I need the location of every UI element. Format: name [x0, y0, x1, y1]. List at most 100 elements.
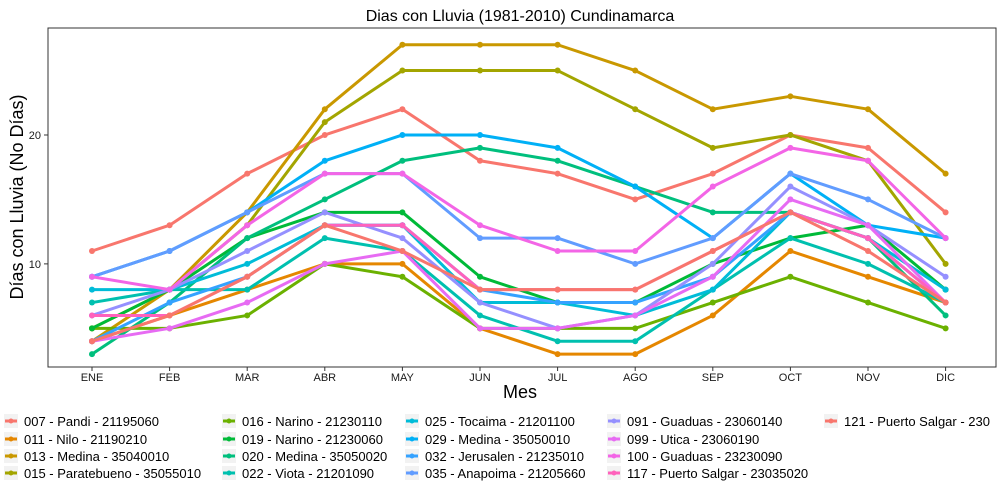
data-point	[477, 273, 483, 280]
x-tick-label: MAR	[235, 372, 260, 384]
legend-item: 035 - Anapoima - 21205660	[405, 466, 585, 481]
data-point	[632, 260, 639, 267]
data-point	[865, 157, 871, 164]
data-point	[89, 299, 95, 306]
legend-label: 013 - Medina - 35040010	[24, 449, 169, 464]
data-point	[477, 131, 483, 138]
series-0	[89, 106, 949, 254]
data-point	[632, 286, 639, 293]
data-point	[399, 273, 406, 280]
data-point	[865, 144, 871, 151]
data-point	[787, 131, 794, 138]
data-point	[942, 299, 949, 306]
data-point	[166, 222, 173, 229]
x-tick-label: MAY	[391, 372, 415, 384]
data-point	[554, 338, 561, 345]
data-point	[477, 157, 483, 164]
data-point	[942, 273, 949, 280]
legend-label: 032 - Jerusalen - 21235010	[425, 449, 584, 464]
data-point	[632, 183, 639, 190]
series-line	[91, 146, 947, 292]
legend-label: 100 - Guaduas - 23230090	[627, 449, 782, 464]
y-tick-label: 20	[29, 130, 41, 142]
data-point	[244, 299, 251, 306]
data-point	[554, 247, 561, 254]
data-point	[399, 157, 406, 164]
legend-label: 016 - Narino - 21230110	[242, 414, 382, 429]
legend-key-point	[409, 470, 415, 476]
data-point	[321, 131, 328, 138]
data-point	[709, 209, 716, 216]
legend-item: 015 - Paratebueno - 35055010	[4, 466, 201, 481]
data-point	[865, 106, 871, 113]
x-tick-label: AGO	[623, 372, 648, 384]
data-point	[477, 41, 483, 48]
y-axis: 10 20	[29, 130, 48, 271]
data-point	[89, 312, 95, 319]
legend-label: 121 - Puerto Salgar - 230	[844, 414, 990, 429]
series-line	[91, 43, 947, 343]
legend-label: 015 - Paratebueno - 35055010	[24, 466, 201, 481]
data-point	[477, 67, 483, 74]
x-tick-label: JUL	[548, 372, 568, 384]
data-point	[942, 209, 949, 216]
legend-key-point	[409, 418, 415, 424]
plot-panel	[47, 27, 997, 368]
series-line	[91, 146, 947, 356]
data-point	[865, 235, 871, 242]
data-point	[554, 286, 561, 293]
series-10	[89, 209, 949, 345]
legend-label: 035 - Anapoima - 21205660	[425, 466, 585, 481]
data-point	[89, 325, 95, 332]
data-point	[399, 170, 406, 177]
data-point	[399, 235, 406, 242]
legend-label: 022 - Viota - 21201090	[242, 466, 374, 481]
legend-item: 007 - Pandi - 21195060	[4, 414, 159, 429]
legend-item: 099 - Utica - 23060190	[607, 432, 759, 447]
legend-key-point	[611, 470, 617, 476]
series-line	[91, 185, 947, 330]
data-point	[787, 273, 794, 280]
data-point	[166, 286, 173, 293]
data-point	[477, 312, 483, 319]
data-point	[554, 157, 561, 164]
data-point	[244, 273, 251, 280]
data-point	[321, 222, 328, 229]
data-point	[321, 260, 328, 267]
data-point	[942, 260, 949, 267]
data-point	[709, 106, 716, 113]
data-point	[554, 144, 561, 151]
data-point	[477, 222, 483, 229]
legend-label: 007 - Pandi - 21195060	[24, 414, 159, 429]
data-point	[632, 338, 639, 345]
data-point	[321, 106, 328, 113]
chart-title: Dias con Lluvia (1981-2010) Cundinamarca	[366, 8, 675, 25]
data-point	[244, 222, 251, 229]
series-line	[91, 210, 947, 343]
series-line	[91, 197, 947, 343]
data-point	[244, 312, 251, 319]
data-point	[244, 235, 251, 242]
data-point	[477, 286, 483, 293]
legend-label: 091 - Guaduas - 23060140	[627, 414, 782, 429]
data-point	[321, 209, 328, 216]
legend-item: 100 - Guaduas - 23230090	[607, 449, 782, 464]
series-layer	[89, 41, 949, 358]
legend-item: 019 - Narino - 21230060	[222, 432, 383, 447]
data-point	[399, 41, 406, 48]
legend-key-point	[8, 436, 14, 442]
legend-item: 016 - Narino - 21230110	[222, 414, 382, 429]
legend-key-point	[226, 470, 232, 476]
legend: 007 - Pandi - 21195060 011 - Nilo - 21190…	[4, 414, 990, 481]
legend-label: 029 - Medina - 35050010	[425, 432, 570, 447]
data-point	[709, 235, 716, 242]
legend-label: 025 - Tocaima - 21201100	[425, 414, 575, 429]
data-point	[554, 299, 561, 306]
legend-label: 020 - Medina - 35050020	[242, 449, 387, 464]
data-point	[244, 209, 251, 216]
data-point	[244, 247, 251, 254]
legend-item: 013 - Medina - 35040010	[4, 449, 169, 464]
data-point	[787, 183, 794, 190]
legend-key-point	[8, 418, 14, 424]
data-point	[787, 196, 794, 203]
